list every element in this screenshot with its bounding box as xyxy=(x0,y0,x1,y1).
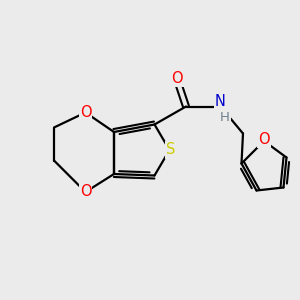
Text: O: O xyxy=(171,70,183,86)
Text: O: O xyxy=(80,105,91,120)
Text: S: S xyxy=(166,142,176,158)
Text: N: N xyxy=(215,94,226,110)
Text: H: H xyxy=(220,111,230,124)
Text: O: O xyxy=(258,132,270,147)
Text: O: O xyxy=(80,184,91,200)
